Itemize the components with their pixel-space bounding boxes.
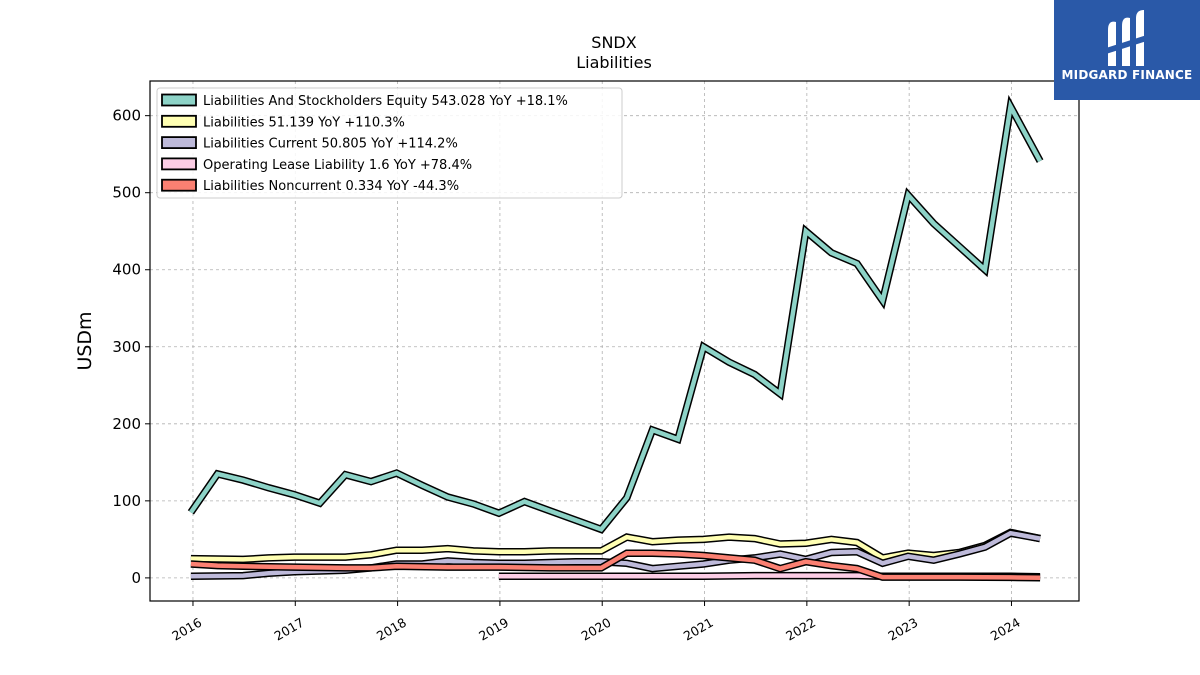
- legend-swatch: [161, 93, 197, 107]
- x-tick-label: 2020: [578, 615, 613, 644]
- logo-text: MIDGARD FINANCE: [1061, 68, 1193, 82]
- y-axis-label: USDm: [74, 311, 96, 370]
- legend: Liabilities And Stockholders Equity 543.…: [156, 87, 623, 199]
- logo-badge: MIDGARD FINANCE: [1054, 0, 1200, 100]
- x-tick-label: 2023: [885, 615, 920, 644]
- legend-item: Liabilities Current 50.805 YoY +114.2%: [161, 136, 458, 152]
- x-tick-label: 2019: [476, 615, 511, 644]
- x-tick-label: 2016: [169, 615, 204, 644]
- x-tick-label: 2021: [681, 615, 716, 644]
- x-tick-label: 2017: [272, 615, 307, 644]
- midgard-logo-icon: [1106, 10, 1150, 66]
- y-tick-label: 400: [112, 261, 141, 279]
- y-tick-label: 200: [112, 415, 141, 433]
- series-1: [187, 94, 1044, 534]
- legend-label: Liabilities 51.139 YoY +110.3%: [203, 115, 405, 130]
- legend-label: Liabilities And Stockholders Equity 543.…: [203, 94, 568, 109]
- legend-swatch: [161, 178, 197, 192]
- series-line: [190, 550, 1041, 580]
- legend-item: Liabilities Noncurrent 0.334 YoY -44.3%: [161, 178, 459, 194]
- series-5: [190, 549, 1041, 582]
- chart-title: SNDX: [591, 33, 636, 52]
- chart-subtitle: Liabilities: [576, 53, 652, 72]
- x-tick-label: 2024: [988, 615, 1023, 644]
- y-axis-ticks: 0 100 200 300 400 500 600: [112, 107, 150, 587]
- legend-item: Liabilities 51.139 YoY +110.3%: [161, 114, 405, 130]
- legend-box: [156, 87, 623, 199]
- legend-swatch: [161, 136, 197, 150]
- legend-label: Operating Lease Liability 1.6 YoY +78.4%: [203, 158, 472, 173]
- legend-swatch: [161, 114, 197, 128]
- x-tick-label: 2018: [374, 615, 409, 644]
- y-tick-label: 500: [112, 184, 141, 202]
- legend-label: Liabilities Noncurrent 0.334 YoY -44.3%: [203, 179, 459, 194]
- legend-item: Liabilities And Stockholders Equity 543.…: [161, 93, 568, 109]
- grid-lines: [150, 81, 1079, 601]
- x-axis-ticks: 2016 2017 2018 2019 2020 2021 2022 2023 2024: [169, 601, 1023, 644]
- y-tick-label: 300: [112, 338, 141, 356]
- series-lines: [187, 94, 1044, 582]
- y-tick-label: 100: [112, 492, 141, 510]
- series-line: [189, 99, 1043, 533]
- legend-item: Operating Lease Liability 1.6 YoY +78.4%: [161, 157, 472, 173]
- plot-frame: [149, 80, 1080, 602]
- legend-swatch: [161, 157, 197, 171]
- legend-label: Liabilities Current 50.805 YoY +114.2%: [203, 137, 458, 152]
- y-tick-label: 600: [112, 107, 141, 125]
- y-tick-label: 0: [131, 569, 141, 587]
- x-tick-label: 2022: [783, 615, 818, 644]
